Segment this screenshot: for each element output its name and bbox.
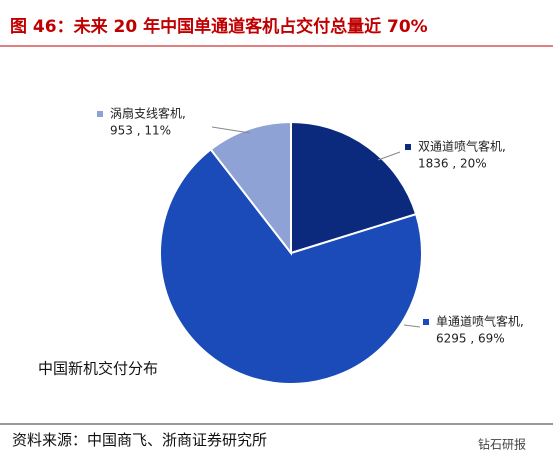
slice-label: 953 , 11% bbox=[110, 124, 171, 138]
leader-line bbox=[403, 324, 421, 328]
slice-name: 涡扇支线客机, bbox=[110, 106, 186, 121]
pie bbox=[159, 120, 423, 385]
leader-line bbox=[211, 126, 251, 134]
source: 资料来源：中国商飞、浙商证券研究所 bbox=[12, 431, 267, 449]
chart-title: 图 46：未来 20 年中国单通道客机占交付总量近 70% bbox=[10, 16, 428, 37]
slice-label: 1836 , 20% bbox=[418, 157, 487, 171]
annotation: 中国新机交付分布 bbox=[38, 360, 158, 378]
legend-swatch bbox=[423, 319, 429, 325]
watermark: 钻石研报 bbox=[478, 437, 526, 452]
leader-line bbox=[377, 151, 401, 161]
pie-slice bbox=[209, 120, 292, 256]
pie-slice bbox=[290, 120, 418, 255]
pie-slice bbox=[159, 148, 423, 385]
slice-label: 6295 , 69% bbox=[436, 332, 505, 346]
legend-swatch bbox=[97, 111, 103, 117]
legend-swatch bbox=[405, 144, 411, 150]
slice-name: 双通道喷气客机, bbox=[418, 139, 506, 154]
slice-name: 单通道喷气客机, bbox=[436, 314, 524, 329]
